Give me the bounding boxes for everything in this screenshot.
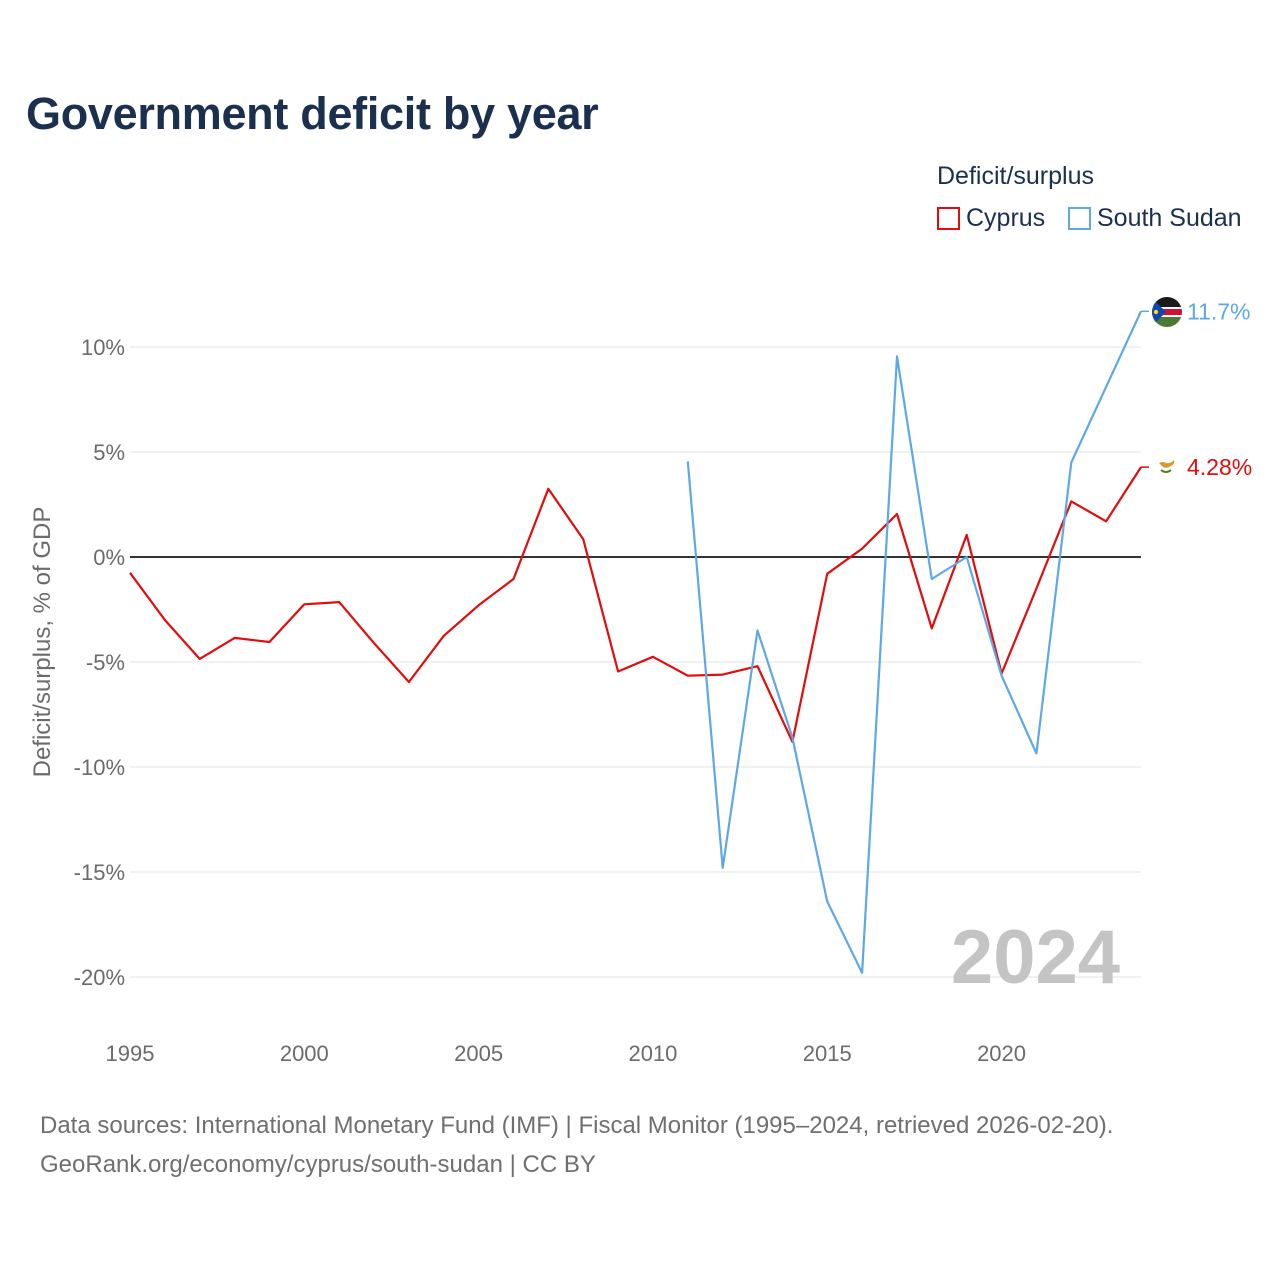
x-tick-label: 2015: [803, 1041, 852, 1066]
y-tick-label: -15%: [74, 860, 125, 885]
x-axis-ticks: 1995 2000 2005 2010 2015 2020: [106, 1041, 1027, 1066]
end-label-south-sudan: 11.7%: [1187, 298, 1251, 324]
y-tick-label: -20%: [74, 965, 125, 990]
series-end-labels: 4.28% 11.7%: [1141, 298, 1252, 480]
credit-link[interactable]: GeoRank.org/economy/cyprus/south-sudan |…: [40, 1151, 596, 1178]
chart-title: Government deficit by year: [26, 88, 599, 139]
legend-label-cyprus: Cyprus: [966, 204, 1046, 232]
x-tick-label: 1995: [106, 1041, 155, 1066]
legend-item-south-sudan[interactable]: South Sudan: [1068, 204, 1242, 233]
line-chart: 10% 5% 0% -5% -10% -15% -20% 1995 2000 2005 2010 2…: [29, 297, 1252, 1066]
end-label-cyprus: 4.28%: [1187, 454, 1252, 480]
series-line-cyprus: [129, 466, 1142, 743]
y-axis-ticks: 10% 5% 0% -5% -10% -15% -20%: [74, 335, 125, 990]
y-tick-label: 10%: [81, 335, 125, 360]
x-tick-label: 2010: [628, 1041, 677, 1066]
footer: Data sources: International Monetary Fun…: [40, 1106, 1113, 1184]
x-tick-label: 2005: [454, 1041, 503, 1066]
legend-swatch-cyprus: [937, 207, 960, 230]
x-tick-label: 2020: [977, 1041, 1026, 1066]
legend-item-cyprus[interactable]: Cyprus: [937, 204, 1045, 233]
legend-title: Deficit/surplus: [937, 162, 1094, 190]
y-tick-label: -10%: [74, 755, 125, 780]
data-sources-note: Data sources: International Monetary Fun…: [40, 1112, 1114, 1139]
y-axis-label: Deficit/surplus, % of GDP: [29, 507, 56, 778]
legend-label-south-sudan: South Sudan: [1097, 204, 1242, 232]
series-lines: [129, 310, 1142, 974]
y-tick-label: 5%: [93, 440, 125, 465]
series-line-south-sudan: [686, 310, 1142, 974]
y-tick-label: -5%: [86, 650, 125, 675]
gridlines: [130, 346, 1141, 978]
x-tick-label: 2000: [280, 1041, 329, 1066]
cyprus-flag-icon: [1157, 457, 1175, 475]
y-tick-label: 0%: [93, 545, 125, 570]
south-sudan-flag-icon: [1152, 297, 1182, 327]
legend-swatch-south-sudan: [1068, 207, 1091, 230]
year-watermark: 2024: [951, 915, 1120, 1000]
